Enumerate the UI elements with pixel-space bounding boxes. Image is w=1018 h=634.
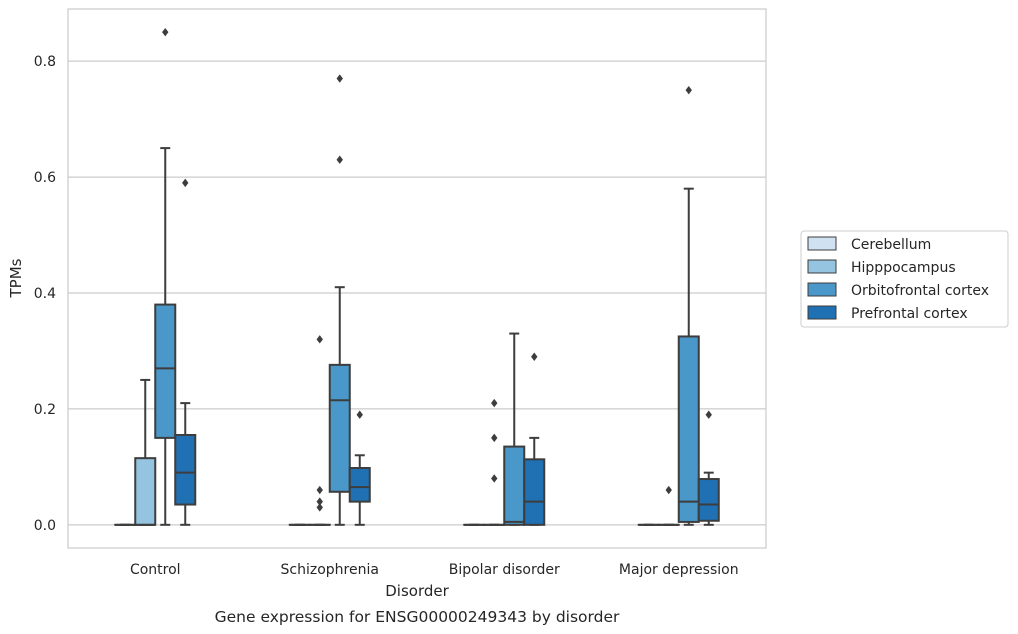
box-body [503, 445, 526, 526]
legend-swatch [807, 259, 837, 274]
box-plot [523, 352, 546, 526]
box-plot [174, 178, 197, 526]
box-plot [134, 378, 157, 526]
outlier-point [336, 155, 343, 164]
box-body [523, 458, 546, 526]
outlier-point [491, 474, 498, 483]
legend-label: Hipppocampus [851, 260, 956, 276]
box-body [134, 457, 157, 526]
box-plot [308, 335, 331, 526]
plot-frame [67, 8, 767, 549]
x-tick-label: Schizophrenia [281, 562, 379, 578]
outlier-point [491, 398, 498, 408]
outlier-point [491, 433, 498, 443]
y-tick-label: 0.6 [34, 170, 56, 186]
legend-frame [800, 230, 1009, 328]
outlier-point [182, 178, 189, 188]
box-body [328, 363, 351, 493]
x-tick-label: Control [130, 562, 181, 578]
x-tick-label: Major depression [619, 562, 739, 578]
outlier-point [665, 485, 672, 495]
box-plots [114, 27, 720, 526]
legend-swatch [807, 236, 837, 251]
legend-label: Cerebellum [851, 237, 931, 253]
box-plot [154, 27, 177, 526]
legend-label: Orbitofrontal cortex [851, 283, 989, 299]
x-tick-labels: Control Schizophrenia Bipolar disorder Majo… [130, 562, 739, 578]
y-tick-label: 0.8 [34, 54, 56, 70]
outlier-point [316, 503, 323, 512]
outlier-point [685, 85, 692, 95]
y-tick-label: 0.0 [34, 518, 56, 534]
box-plot [657, 485, 680, 526]
outlier-point [316, 485, 323, 495]
box-body [174, 433, 197, 506]
box-plot [328, 74, 351, 526]
legend: Cerebellum Hipppocampus Orbitofrontal cort… [800, 230, 1009, 328]
box-body [154, 303, 177, 439]
y-tick-labels: 0.0 0.2 0.4 0.6 0.8 [34, 54, 56, 534]
y-axis-label: TPMs [7, 258, 25, 298]
figure-caption: Gene expression for ENSG00000249343 by d… [215, 608, 620, 626]
x-tick-label: Bipolar disorder [449, 562, 560, 578]
box-plot [348, 410, 371, 526]
outlier-point [336, 74, 343, 83]
outlier-point [356, 410, 363, 419]
legend-swatch [807, 282, 837, 297]
box-plot [697, 410, 720, 526]
outlier-point [316, 335, 323, 344]
outlier-point [162, 27, 169, 37]
y-tick-label: 0.2 [34, 402, 56, 418]
outlier-point [705, 410, 712, 419]
box-plot [677, 85, 700, 526]
outlier-point [531, 352, 538, 361]
y-tick-label: 0.4 [34, 286, 56, 302]
x-axis-label: Disorder [385, 582, 449, 600]
box-body [697, 478, 720, 522]
box-body [677, 335, 700, 523]
box-body [348, 467, 371, 503]
legend-label: Prefrontal cortex [851, 306, 968, 322]
outlier-point [316, 497, 323, 506]
legend-swatch [807, 305, 837, 320]
